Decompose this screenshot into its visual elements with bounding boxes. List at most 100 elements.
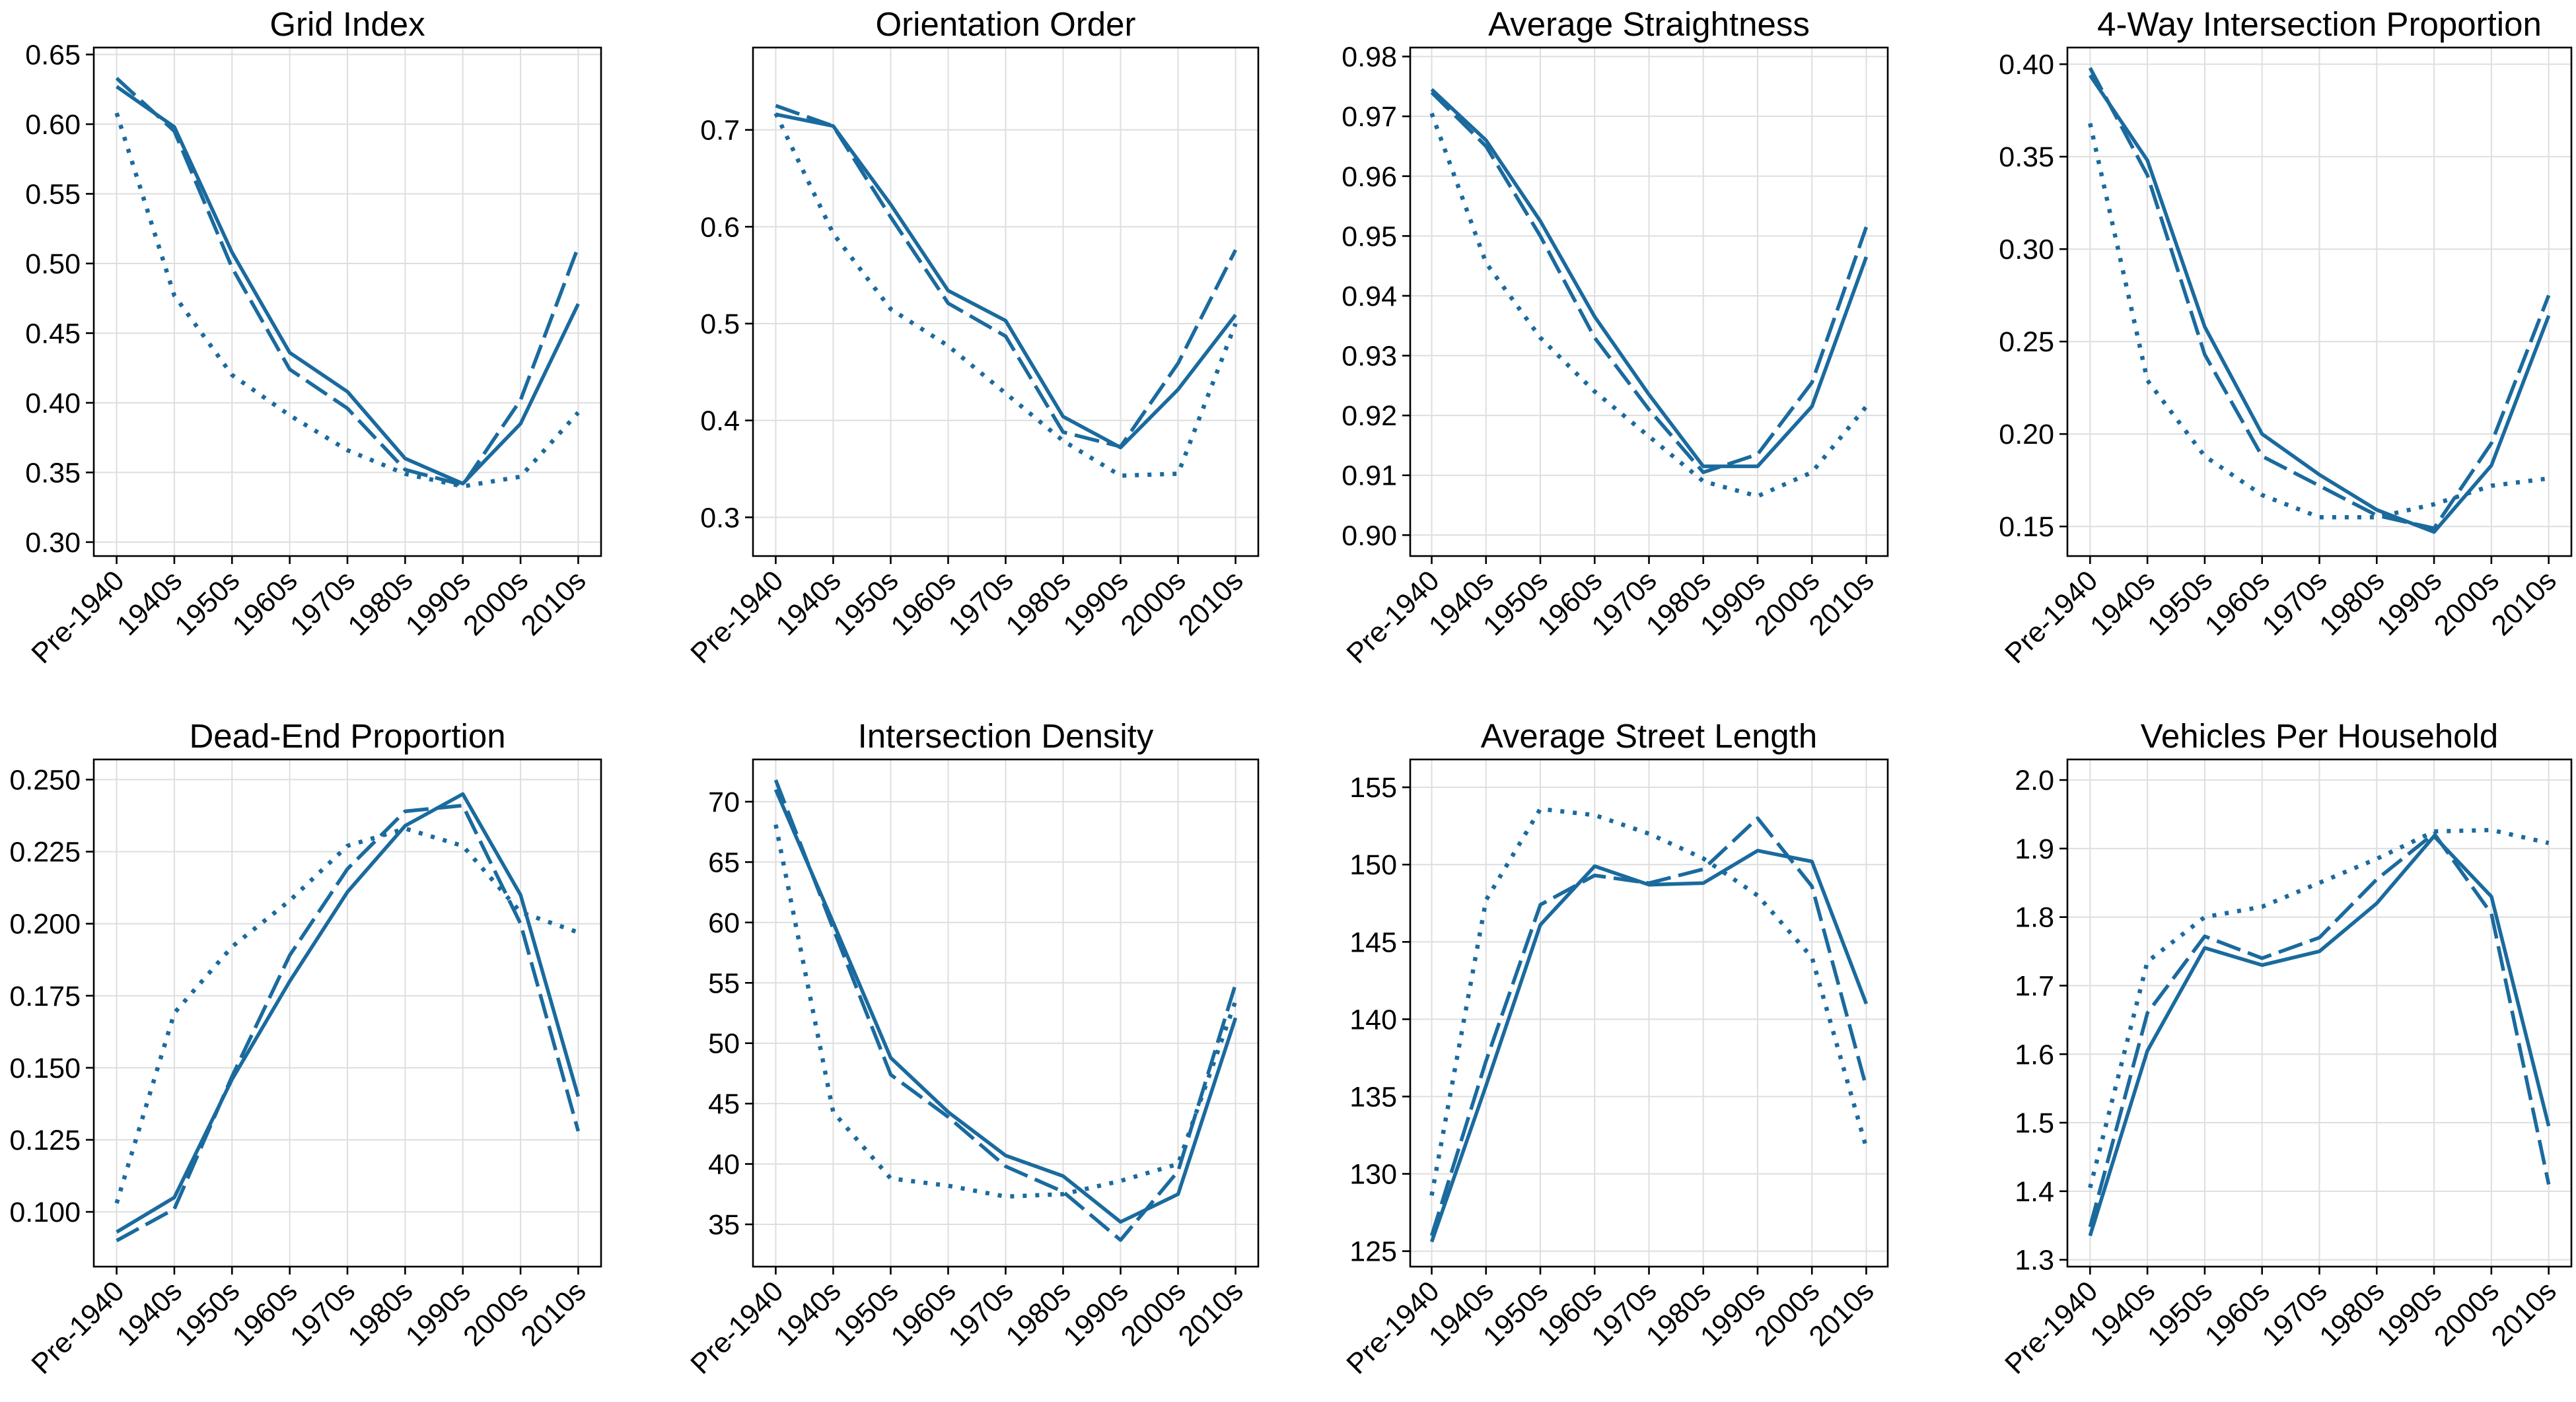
chart-title: Vehicles Per Household [2141,717,2499,755]
x-tick-label: 1950s [2141,565,2219,642]
x-tick-label: 1990s [400,565,477,642]
x-tick-label: 1950s [2141,1275,2219,1352]
y-tick-label: 155 [1349,772,1397,804]
series-line-dotted [2088,827,2550,1189]
y-tick-label: 1.5 [2015,1107,2054,1139]
x-tick-label: 1960s [227,1275,304,1352]
x-tick-label: 1940s [2084,565,2161,642]
y-tick-label: 45 [708,1088,740,1120]
series-line-solid [116,792,581,1234]
y-tick-label: 0.92 [1342,400,1397,432]
y-tick-label: 55 [708,967,740,999]
x-tick-label: 1970s [2256,1275,2334,1352]
y-tick-label: 1.8 [2015,902,2054,934]
chart-title: Dead-End Proportion [189,717,505,755]
y-tick-label: 150 [1349,849,1397,881]
x-tick-label: 2000s [2428,1275,2505,1352]
y-tick-label: 35 [708,1209,740,1241]
x-tick-label: 1990s [2371,1275,2448,1352]
x-tick-label: 1960s [885,565,962,642]
series-line-dotted [773,112,1238,478]
x-tick-label: 2000s [1115,565,1192,642]
x-tick-label: 1980s [1000,565,1077,642]
x-tick-label: 1970s [2256,565,2334,642]
y-tick-label: 65 [708,847,740,878]
x-tick-label: 1960s [885,1275,962,1352]
series-line-dotted [114,826,579,1204]
x-tick-label: 1940s [111,565,188,642]
x-tick-label: 1990s [2371,565,2448,642]
x-tick-label: 2010s [1172,1275,1250,1352]
y-tick-label: 0.7 [700,115,740,147]
y-tick-label: 0.175 [9,981,81,1012]
x-tick-label: 1980s [342,1275,419,1352]
x-tick-label: 2010s [2486,1275,2563,1352]
y-tick-label: 0.250 [9,765,81,796]
subplot-7: 125130135140145150155Pre-19401940s1950s1… [1341,717,1889,1380]
y-tick-label: 1.9 [2015,833,2054,865]
series-line-solid [775,112,1237,450]
y-tick-label: 0.30 [1999,234,2054,265]
series-line-dashed [2088,831,2551,1228]
subplot-5: 0.1000.1250.1500.1750.2000.2250.250Pre-1… [9,717,602,1380]
subplot-6: 3540455055606570Pre-19401940s1950s1960s1… [684,717,1260,1380]
y-tick-label: 0.225 [9,837,81,868]
y-tick-label: 0.4 [700,405,740,437]
y-tick-label: 1.4 [2015,1176,2054,1208]
chart-title: Intersection Density [858,717,1154,755]
y-tick-label: 0.45 [25,318,81,349]
y-tick-label: 140 [1349,1004,1397,1035]
x-tick-label: 1960s [2199,1275,2276,1352]
y-tick-label: 0.25 [1999,326,2054,358]
y-tick-label: 70 [708,787,740,818]
series-line-dashed [116,804,581,1243]
y-tick-label: 0.50 [25,248,81,280]
series-line-solid [1430,88,1869,468]
series-line-dashed [115,77,580,487]
y-tick-label: 0.15 [1999,511,2054,543]
x-tick-label: 1970s [943,565,1020,642]
x-tick-label: 1940s [111,1275,188,1352]
x-tick-label: 2010s [515,565,592,642]
series-line-solid [773,789,1238,1224]
x-tick-label: 1950s [828,1275,905,1352]
chart-title: 4-Way Intersection Proportion [2097,5,2542,43]
x-tick-label: 2000s [457,565,534,642]
x-tick-label: 1970s [284,1275,361,1352]
y-tick-label: 0.35 [25,457,81,489]
series-line-dotted [1429,112,1869,499]
x-tick-label: 2000s [2428,565,2505,642]
y-tick-label: 0.6 [700,211,740,243]
y-tick-label: 0.60 [25,109,81,141]
chart-title: Average Straightness [1488,5,1810,43]
series-line-dashed [773,779,1238,1242]
subplot-8: 1.31.41.51.61.71.81.92.0Pre-19401940s195… [1999,717,2573,1380]
chart-title: Average Street Length [1481,717,1817,755]
x-tick-label: 2010s [1172,565,1250,642]
y-tick-label: 0.65 [25,40,81,71]
y-tick-label: 0.93 [1342,341,1397,372]
y-tick-label: 0.100 [9,1197,81,1228]
x-tick-label: 1980s [2314,1275,2391,1352]
y-tick-label: 50 [708,1028,740,1060]
y-tick-label: 0.40 [25,388,81,419]
y-tick-label: 145 [1349,927,1397,958]
x-tick-label: 1950s [169,565,246,642]
series-line-solid [2088,834,2551,1237]
series-line-dashed [1429,816,1869,1237]
series-line-dashed [2088,67,2551,530]
subplot-4: 0.150.200.250.300.350.40Pre-19401940s195… [1999,5,2573,670]
y-tick-label: 0.35 [1999,141,2054,173]
y-tick-label: 60 [708,907,740,939]
subplot-2: 0.30.40.50.60.7Pre-19401940s1950s1960s19… [684,5,1260,670]
y-tick-label: 1.7 [2015,970,2054,1002]
y-tick-label: 135 [1349,1081,1397,1113]
y-tick-label: 40 [708,1149,740,1181]
x-tick-label: 2010s [2486,565,2563,642]
chart-title: Orientation Order [875,5,1135,43]
series-line-dashed [1430,90,1869,474]
y-tick-label: 0.98 [1342,42,1397,73]
subplot-3: 0.900.910.920.930.940.950.960.970.98Pre-… [1341,5,1889,670]
x-tick-label: 2000s [1115,1275,1192,1352]
